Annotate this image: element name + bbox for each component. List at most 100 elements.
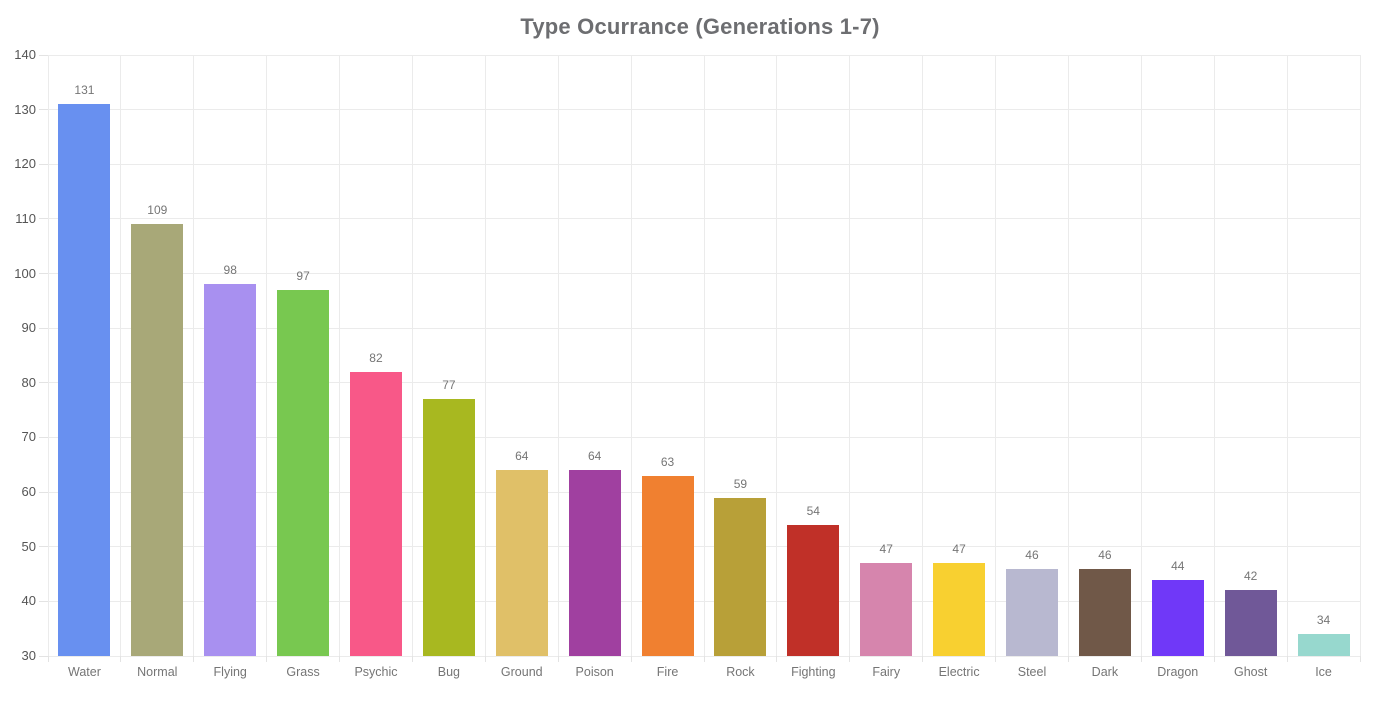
bar-value-label: 109 bbox=[147, 203, 168, 218]
bar-value-label: 131 bbox=[74, 83, 95, 98]
bar-value-label: 97 bbox=[296, 268, 310, 283]
x-category-label: Flying bbox=[213, 665, 247, 679]
y-tick-mark bbox=[39, 218, 48, 220]
bar-ghost[interactable] bbox=[1224, 590, 1277, 656]
bar-fire[interactable] bbox=[641, 475, 694, 656]
bar-bug[interactable] bbox=[422, 399, 475, 656]
x-tick-mark bbox=[47, 656, 49, 662]
v-gridline bbox=[193, 55, 195, 656]
x-tick-mark bbox=[1213, 656, 1215, 662]
y-tick-label: 120 bbox=[14, 156, 36, 172]
x-tick-mark bbox=[703, 656, 705, 662]
x-category-label: Steel bbox=[1017, 665, 1047, 679]
x-tick-mark bbox=[1067, 656, 1069, 662]
x-tick-mark bbox=[630, 656, 632, 662]
x-tick-mark bbox=[922, 656, 924, 662]
v-gridline bbox=[266, 55, 268, 656]
x-category-label: Electric bbox=[938, 665, 980, 679]
x-category-label: Water bbox=[68, 665, 101, 679]
y-tick-label: 100 bbox=[14, 265, 36, 281]
x-tick-mark bbox=[1286, 656, 1288, 662]
v-gridline bbox=[1213, 55, 1215, 656]
y-tick-label: 50 bbox=[21, 538, 36, 554]
bar-value-label: 64 bbox=[515, 449, 529, 464]
y-tick-label: 70 bbox=[21, 429, 36, 445]
bar-value-label: 82 bbox=[369, 350, 383, 365]
bar-value-label: 63 bbox=[660, 454, 675, 469]
x-category-label: Dragon bbox=[1157, 665, 1199, 679]
bar-steel[interactable] bbox=[1006, 568, 1058, 656]
bar-ice[interactable] bbox=[1297, 634, 1350, 656]
bar-flying[interactable] bbox=[204, 284, 257, 656]
bar-value-label: 64 bbox=[587, 449, 602, 464]
y-tick-mark bbox=[39, 436, 48, 438]
bar-value-label: 46 bbox=[1025, 547, 1039, 562]
x-category-label: Ground bbox=[500, 665, 543, 679]
v-gridline bbox=[1140, 55, 1142, 656]
bar-dark[interactable] bbox=[1078, 568, 1131, 656]
bar-value-label: 77 bbox=[442, 378, 456, 393]
x-tick-mark bbox=[776, 656, 778, 662]
bar-grass[interactable] bbox=[277, 289, 330, 656]
v-gridline bbox=[339, 55, 341, 656]
bar-value-label: 98 bbox=[223, 263, 237, 278]
y-tick-label: 140 bbox=[14, 47, 36, 62]
y-tick-label: 40 bbox=[21, 593, 36, 609]
x-category-label: Fighting bbox=[791, 665, 836, 679]
v-gridline bbox=[47, 55, 49, 656]
bar-ground[interactable] bbox=[495, 470, 548, 656]
v-gridline bbox=[1286, 55, 1288, 656]
bar-dragon[interactable] bbox=[1151, 579, 1204, 656]
y-tick-label: 110 bbox=[15, 210, 36, 226]
x-category-label: Ice bbox=[1315, 665, 1332, 679]
x-tick-mark bbox=[484, 656, 486, 662]
x-category-label: Grass bbox=[286, 665, 320, 679]
x-tick-mark bbox=[849, 656, 851, 662]
bar-normal[interactable] bbox=[131, 224, 184, 656]
bar-fairy[interactable] bbox=[860, 563, 913, 656]
v-gridline bbox=[776, 55, 778, 656]
x-tick-mark bbox=[1359, 656, 1361, 662]
x-category-label: Poison bbox=[575, 665, 614, 679]
y-tick-label: 130 bbox=[14, 101, 36, 117]
y-tick-mark bbox=[39, 382, 48, 384]
v-gridline bbox=[1359, 55, 1361, 656]
bar-electric[interactable] bbox=[933, 563, 986, 656]
v-gridline bbox=[1067, 55, 1069, 656]
x-tick-mark bbox=[193, 656, 195, 662]
v-gridline bbox=[120, 55, 122, 656]
y-tick-label: 60 bbox=[21, 484, 36, 500]
x-category-label: Rock bbox=[726, 665, 755, 679]
v-gridline bbox=[411, 55, 413, 656]
y-tick-mark bbox=[39, 600, 48, 602]
y-tick-label: 90 bbox=[21, 320, 36, 336]
plot-area: 30 40 50 60 70 80 90 100 110 120 130 140 131 Water 109… bbox=[14, 48, 1361, 679]
bar-rock[interactable] bbox=[714, 497, 767, 656]
bar-psychic[interactable] bbox=[350, 371, 402, 656]
y-tick-mark bbox=[39, 655, 48, 657]
y-tick-mark bbox=[39, 491, 48, 493]
bar-fighting[interactable] bbox=[787, 524, 840, 656]
x-category-label: Psychic bbox=[354, 665, 398, 679]
y-tick-mark bbox=[39, 273, 48, 275]
bar-value-label: 46 bbox=[1098, 547, 1112, 562]
bar-value-label: 54 bbox=[806, 503, 820, 518]
bar-value-label: 47 bbox=[952, 542, 966, 557]
v-gridline bbox=[849, 55, 851, 656]
x-tick-mark bbox=[411, 656, 413, 662]
x-category-label: Dark bbox=[1091, 665, 1119, 679]
v-gridline bbox=[630, 55, 632, 656]
x-category-label: Fairy bbox=[872, 665, 901, 679]
x-category-label: Normal bbox=[137, 665, 178, 679]
bar-water[interactable] bbox=[58, 104, 111, 656]
y-tick-mark bbox=[39, 546, 48, 548]
bar-value-label: 59 bbox=[733, 476, 748, 491]
v-gridline bbox=[484, 55, 486, 656]
bar-poison[interactable] bbox=[568, 470, 621, 656]
x-tick-mark bbox=[339, 656, 341, 662]
v-gridline bbox=[922, 55, 924, 656]
x-category-label: Fire bbox=[656, 665, 679, 679]
bar-value-label: 42 bbox=[1243, 569, 1258, 584]
x-category-label: Bug bbox=[437, 665, 460, 679]
